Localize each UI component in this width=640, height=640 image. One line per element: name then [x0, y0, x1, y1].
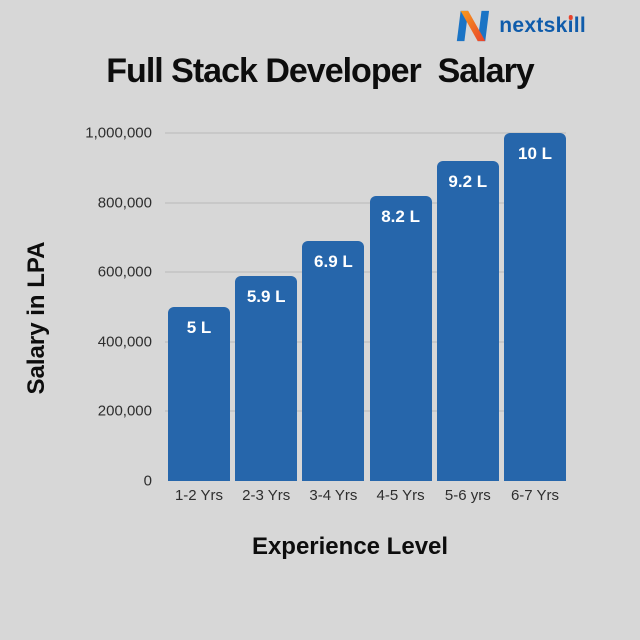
plot-area: 5 L 5.9 L 6.9 L 8.2 L 9.2 L 10 L — [165, 132, 566, 481]
brand-name: nextsk ı ll — [499, 14, 586, 37]
bar-1-2 Yrs: 5 L — [168, 307, 230, 481]
brand-i-letter: ı — [567, 14, 574, 37]
gridline — [165, 132, 566, 134]
bar-6-7 Yrs: 10 L — [504, 133, 566, 481]
x-tick-label: 5-6 yrs — [444, 487, 491, 504]
y-tick-label: 200,000 — [97, 402, 152, 420]
bar-value-label: 6.9 L — [314, 251, 353, 271]
y-tick-label: 800,000 — [97, 194, 152, 212]
chart-title: Full Stack Developer Salary — [106, 52, 534, 90]
x-tick-label: 6-7 Yrs — [510, 487, 560, 504]
x-tick-label: 3-4 Yrs — [309, 487, 358, 504]
y-tick-label: 0 — [143, 472, 152, 490]
bar-value-label: 9.2 L — [448, 171, 488, 191]
gridline — [165, 271, 566, 274]
x-axis-tick-labels: 1-2 Yrs 2-3 Yrs 3-4 Yrs 4-5 Yrs 5-6 yrs 6-7 Y… — [168, 487, 566, 509]
gridline — [165, 340, 566, 343]
y-axis-tick-labels: 0 200,000 400,000 600,000 800,000 1,000,000 — [0, 125, 158, 490]
y-tick-label: 600,000 — [97, 263, 152, 281]
bar-5-6 yrs: 9.2 L — [436, 160, 499, 481]
bar-value-label: 8.2 L — [381, 206, 420, 226]
brand-i-dot-icon — [568, 15, 573, 20]
bar-4-5 Yrs: 8.2 L — [369, 195, 432, 481]
gridline — [165, 410, 566, 413]
x-axis-title: Experience Level — [251, 533, 449, 560]
bar-3-4 Yrs: 6.9 L — [302, 240, 365, 481]
x-tick-label: 2-3 Yrs — [242, 487, 291, 504]
bar-value-label: 5 L — [186, 318, 212, 337]
y-tick-label: 400,000 — [97, 333, 152, 351]
brand-logo: nextsk ı ll — [453, 8, 586, 44]
nextskill-n-icon — [457, 10, 490, 42]
bar-2-3 Yrs: 5.9 L — [235, 275, 298, 481]
y-tick-label: 1,000,000 — [85, 124, 152, 142]
gridline — [165, 201, 566, 204]
x-tick-label: 1-2 Yrs — [174, 487, 224, 504]
x-tick-label: 4-5 Yrs — [376, 487, 425, 504]
bar-value-label: 5.9 L — [246, 286, 286, 306]
bar-value-label: 10 L — [517, 144, 553, 163]
